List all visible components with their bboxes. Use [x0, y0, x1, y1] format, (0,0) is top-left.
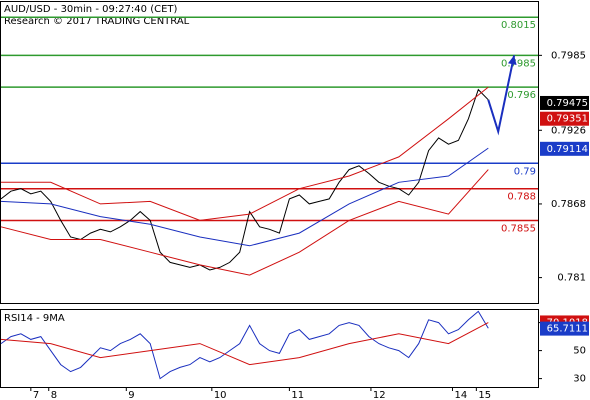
forecast-arrow [487, 55, 516, 136]
series-line [1, 86, 489, 221]
price-marker-label: 0.79475 [547, 98, 588, 109]
price-marker-label: 0.79114 [547, 144, 588, 155]
price-marker [540, 141, 589, 156]
price-marker-label: 0.79351 [547, 114, 588, 125]
price-marker [540, 95, 589, 110]
chart-subtitle: Research © 2017 TRADING CENTRAL [4, 16, 190, 27]
x-tick-label: 12 [373, 390, 386, 400]
y-tick-label: 30 [573, 374, 586, 385]
price-marker [540, 111, 589, 126]
y-tick-label: 50 [573, 346, 586, 357]
level-label: 0.8015 [501, 20, 536, 31]
x-tick-label: 10 [214, 390, 227, 400]
x-tick-label: 7 [33, 390, 39, 400]
y-tick-label: 0.7868 [551, 199, 586, 210]
price-marker [540, 321, 589, 336]
series-line [0, 322, 489, 366]
y-tick-label: 0.7985 [551, 50, 586, 61]
x-tick-label: 9 [128, 390, 134, 400]
series-line [0, 147, 489, 247]
level-label: 0.7985 [501, 58, 536, 69]
y-tick-label: 0.781 [557, 273, 586, 284]
y-tick-label: 0.7926 [551, 125, 586, 136]
level-label: 0.7855 [501, 223, 536, 234]
price-panel [0, 1, 539, 304]
x-tick-label: 11 [291, 390, 304, 400]
chart-title: AUD/USD - 30min - 09:27:40 (CET) [4, 4, 178, 15]
forecast-arrowhead [508, 55, 517, 65]
x-tick-label: 15 [478, 390, 491, 400]
series-line [0, 310, 489, 380]
rsi-panel [0, 309, 539, 388]
level-label: 0.796 [507, 90, 536, 101]
series-line [0, 169, 489, 276]
level-label: 0.788 [507, 192, 536, 203]
rsi-title: RSI14 - 9MA [4, 313, 65, 324]
level-label: 0.79 [514, 166, 536, 177]
x-tick-label: 14 [454, 390, 467, 400]
price-marker-label: 65.7111 [547, 324, 588, 335]
x-tick-label: 8 [51, 390, 57, 400]
series-line [0, 88, 489, 271]
